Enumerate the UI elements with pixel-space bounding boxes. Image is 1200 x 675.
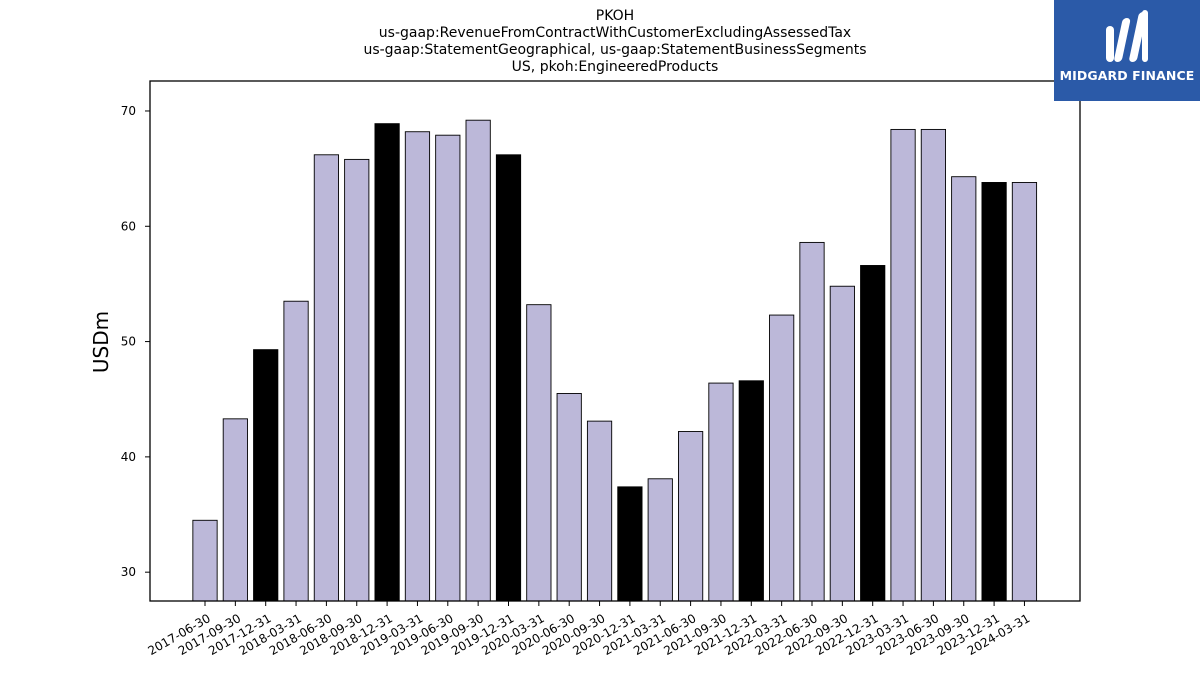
bar-2023-09-30 — [951, 176, 977, 602]
y-tick-label: 30 — [121, 565, 136, 579]
y-axis: 30 40 50 60 70 — [121, 104, 150, 579]
y-tick-label: 70 — [121, 104, 136, 118]
bar-2022-09-30 — [829, 285, 855, 602]
title-line-1: PKOH — [596, 8, 634, 24]
bar-2022-06-30 — [799, 241, 825, 602]
y-axis-label: USDm — [89, 311, 113, 373]
y-tick-label: 40 — [121, 450, 136, 464]
bar-2018-09-30 — [344, 158, 370, 602]
brand-logo: MIDGARD FINANCE — [1054, 0, 1200, 101]
bar-series — [192, 119, 1038, 602]
bar-2017-12-31 — [253, 349, 279, 602]
bar-2022-03-31 — [769, 314, 795, 602]
y-tick-label: 50 — [121, 335, 136, 349]
bar-2021-12-31 — [738, 380, 764, 602]
bar-2021-06-30 — [678, 431, 704, 602]
bar-2023-03-31 — [890, 128, 916, 602]
bar-2019-12-31 — [495, 154, 522, 602]
bar-2020-03-31 — [526, 304, 552, 602]
bar-2019-06-30 — [435, 134, 461, 602]
bar-2017-06-30 — [192, 519, 218, 602]
plot-area-frame — [149, 80, 1081, 602]
bar-2018-06-30 — [313, 154, 339, 602]
title-line-3: us-gaap:StatementGeographical, us-gaap:S… — [363, 42, 866, 58]
bar-2023-12-31 — [981, 182, 1007, 602]
title-line-2: us-gaap:RevenueFromContractWithCustomerE… — [379, 25, 851, 41]
brand-name: MIDGARD FINANCE — [1059, 68, 1195, 83]
chart-title: PKOH us-gaap:RevenueFromContractWithCust… — [363, 8, 866, 75]
y-tick-label: 60 — [121, 219, 136, 233]
bar-2017-09-30 — [222, 418, 248, 602]
x-axis: 2017-06-302017-09-302017-12-312018-03-31… — [145, 601, 1032, 658]
bar-2020-09-30 — [586, 420, 613, 602]
bar-2023-06-30 — [920, 128, 946, 602]
bar-2020-12-31 — [617, 486, 643, 602]
title-line-4: US, pkoh:EngineeredProducts — [512, 59, 719, 75]
bar-2018-03-31 — [283, 300, 309, 602]
bar-2020-06-30 — [556, 393, 582, 602]
bar-2022-12-31 — [860, 265, 886, 602]
bar-2024-03-31 — [1011, 182, 1038, 602]
bar-2018-12-31 — [374, 123, 400, 602]
bar-2019-03-31 — [404, 131, 431, 602]
bar-2019-09-30 — [465, 119, 491, 602]
midgard-m-logo-icon — [1106, 10, 1148, 62]
bar-2021-03-31 — [647, 478, 673, 602]
bar-2021-09-30 — [708, 382, 734, 602]
